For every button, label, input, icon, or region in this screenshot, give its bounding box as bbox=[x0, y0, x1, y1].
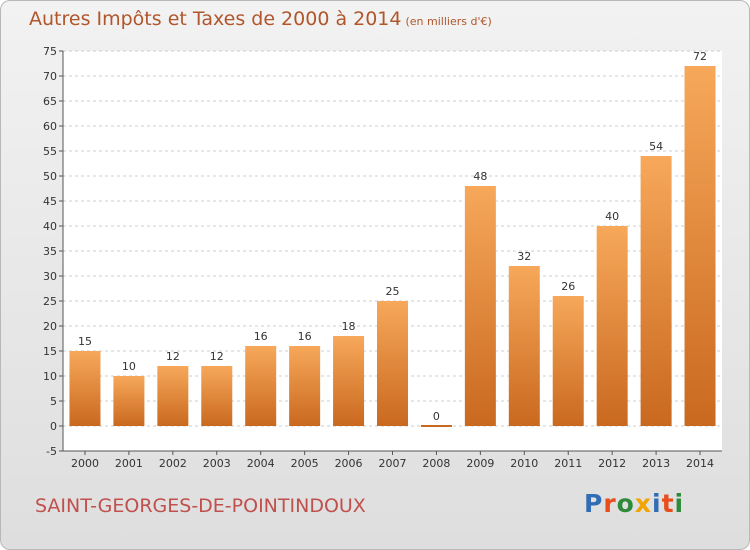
y-tick-label: 75 bbox=[43, 45, 57, 58]
logo-letter: i bbox=[652, 489, 662, 518]
x-tick-label: 2010 bbox=[510, 457, 538, 470]
logo-letter: o bbox=[616, 489, 635, 518]
bar bbox=[420, 425, 452, 427]
bar-value-label: 25 bbox=[386, 285, 400, 298]
bar-value-label: 15 bbox=[78, 335, 92, 348]
bar bbox=[596, 226, 628, 426]
y-tick-label: 35 bbox=[43, 245, 57, 258]
logo-letter: t bbox=[661, 489, 675, 518]
y-tick-label: 5 bbox=[50, 395, 57, 408]
x-tick-label: 2002 bbox=[159, 457, 187, 470]
bar-value-label: 12 bbox=[166, 350, 180, 363]
x-tick-label: 2007 bbox=[379, 457, 407, 470]
bar bbox=[113, 376, 145, 426]
bar-value-label: 54 bbox=[649, 140, 663, 153]
y-tick-label: -5 bbox=[46, 445, 57, 458]
y-tick-label: 10 bbox=[43, 370, 57, 383]
town-name: SAINT-GEORGES-DE-POINTINDOUX bbox=[35, 495, 366, 517]
y-tick-label: 65 bbox=[43, 95, 57, 108]
y-tick-label: 40 bbox=[43, 220, 57, 233]
proxiti-logo: Proxiti bbox=[584, 489, 684, 518]
logo-letter: r bbox=[603, 489, 617, 518]
bar bbox=[508, 266, 540, 426]
bar bbox=[289, 346, 321, 426]
bar bbox=[377, 301, 408, 426]
y-tick-label: 55 bbox=[43, 145, 57, 158]
bar-value-label: 16 bbox=[298, 330, 312, 343]
x-tick-label: 2014 bbox=[686, 457, 714, 470]
bar-value-label: 10 bbox=[122, 360, 136, 373]
bar bbox=[333, 336, 365, 426]
bar bbox=[245, 346, 277, 426]
bar bbox=[201, 366, 233, 426]
logo-letter: i bbox=[674, 489, 685, 518]
x-tick-label: 2000 bbox=[71, 457, 99, 470]
y-tick-label: 60 bbox=[43, 120, 57, 133]
x-tick-label: 2008 bbox=[422, 457, 450, 470]
x-tick-label: 2006 bbox=[335, 457, 363, 470]
x-tick-label: 2013 bbox=[642, 457, 670, 470]
x-tick-label: 2004 bbox=[247, 457, 275, 470]
x-tick-label: 2001 bbox=[115, 457, 143, 470]
bar-value-label: 16 bbox=[254, 330, 268, 343]
logo-letter: P bbox=[584, 489, 604, 518]
bar bbox=[684, 66, 716, 426]
y-tick-label: 0 bbox=[50, 420, 57, 433]
bar bbox=[157, 366, 189, 426]
y-tick-label: 30 bbox=[43, 270, 57, 283]
bar-value-label: 32 bbox=[517, 250, 531, 263]
bar-value-label: 26 bbox=[561, 280, 575, 293]
x-tick-label: 2009 bbox=[466, 457, 494, 470]
y-tick-label: 45 bbox=[43, 195, 57, 208]
bar-value-label: 12 bbox=[210, 350, 224, 363]
x-tick-label: 2003 bbox=[203, 457, 231, 470]
chart-title: Autres Impôts et Taxes de 2000 à 2014 (en… bbox=[29, 8, 492, 30]
y-tick-label: 70 bbox=[43, 70, 57, 83]
x-tick-label: 2005 bbox=[291, 457, 319, 470]
bar bbox=[69, 351, 101, 426]
y-tick-label: 20 bbox=[43, 320, 57, 333]
bar-value-label: 40 bbox=[605, 210, 619, 223]
y-tick-label: 25 bbox=[43, 295, 57, 308]
bar bbox=[640, 156, 672, 426]
chart-title-unit: (en milliers d'€) bbox=[405, 15, 492, 28]
y-tick-label: 50 bbox=[43, 170, 57, 183]
bar bbox=[552, 296, 584, 426]
bar bbox=[464, 186, 496, 426]
x-tick-label: 2011 bbox=[554, 457, 582, 470]
bar-value-label: 18 bbox=[342, 320, 356, 333]
y-tick-label: 15 bbox=[43, 345, 57, 358]
bar-value-label: 48 bbox=[473, 170, 487, 183]
bar-value-label: 72 bbox=[693, 50, 707, 63]
x-tick-label: 2012 bbox=[598, 457, 626, 470]
chart-title-main: Autres Impôts et Taxes de 2000 à 2014 bbox=[29, 8, 402, 30]
bar-value-label: 0 bbox=[433, 410, 440, 423]
logo-letter: x bbox=[634, 489, 652, 518]
